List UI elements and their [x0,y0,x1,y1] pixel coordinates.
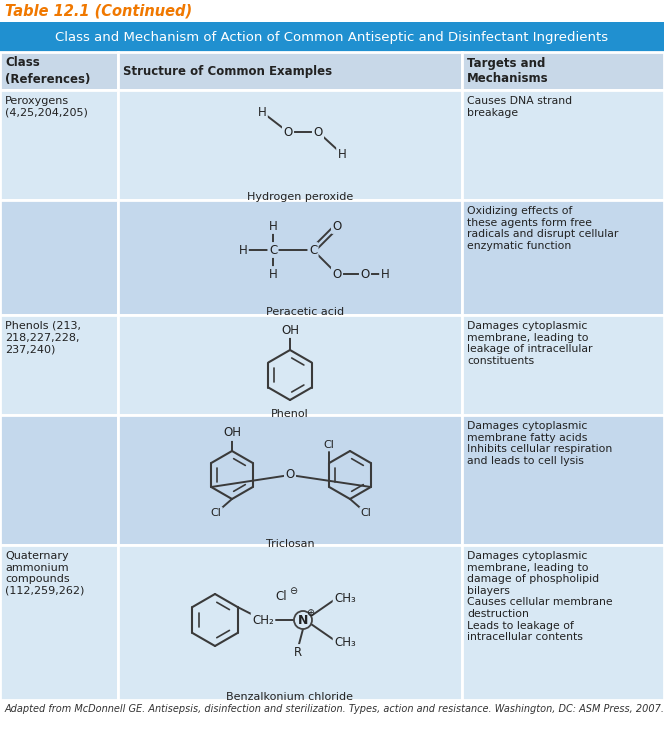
Text: Phenol: Phenol [271,409,309,419]
Text: O: O [313,126,323,139]
Bar [118,315,462,415]
Text: Structure of Common Examples: Structure of Common Examples [123,64,332,77]
Text: Cl: Cl [210,508,221,518]
Text: Class
(References): Class (References) [5,56,90,85]
Bar [0,0,664,22]
Text: Oxidizing effects of
these agents form free
radicals and disrupt cellular
enzyma: Oxidizing effects of these agents form f… [467,206,618,251]
Text: R: R [294,645,302,658]
Text: CH₂: CH₂ [252,613,274,626]
Text: H: H [337,147,347,161]
Bar [462,415,664,545]
Text: Quaternary
ammonium
compounds
(112,259,262): Quaternary ammonium compounds (112,259,2… [5,551,84,596]
Text: O: O [284,126,293,139]
Bar [462,315,664,415]
Bar [0,200,118,315]
Text: C: C [309,244,317,256]
Text: H: H [380,267,389,280]
Text: Benzalkonium chloride: Benzalkonium chloride [226,692,353,702]
Text: ⊕: ⊕ [306,608,314,618]
Bar [462,200,664,315]
Bar [0,315,118,415]
Text: Cl: Cl [361,508,371,518]
Text: Cl: Cl [275,590,287,602]
Text: Table 12.1 (Continued): Table 12.1 (Continued) [5,4,192,18]
Text: Peracetic acid: Peracetic acid [266,307,344,317]
Bar [0,90,118,200]
Text: Damages cytoplasmic
membrane fatty acids
Inhibits cellular respiration
and leads: Damages cytoplasmic membrane fatty acids… [467,421,612,466]
Text: Triclosan: Triclosan [266,539,314,549]
Text: Adapted from McDonnell GE. Antisepsis, disinfection and sterilization. Types, ac: Adapted from McDonnell GE. Antisepsis, d… [5,704,664,714]
Text: Causes DNA strand
breakage: Causes DNA strand breakage [467,96,572,118]
Text: C: C [269,244,277,256]
Text: H: H [258,106,266,118]
Bar [462,52,664,90]
Bar [0,22,664,52]
Text: O: O [333,267,341,280]
Text: OH: OH [281,323,299,337]
Text: Hydrogen peroxide: Hydrogen peroxide [247,192,353,202]
Bar [118,545,462,700]
Bar [462,545,664,700]
Bar [118,200,462,315]
Bar [0,52,118,90]
Bar [0,415,118,545]
Text: N: N [298,613,308,626]
Text: CH₃: CH₃ [334,591,356,604]
Text: O: O [333,220,341,232]
Bar [118,90,462,200]
Text: O: O [286,469,295,482]
Text: H: H [269,220,278,232]
Bar [118,415,462,545]
Text: OH: OH [223,426,241,439]
Text: O: O [361,267,370,280]
Text: Cl: Cl [324,440,335,450]
Bar [0,545,118,700]
Text: Class and Mechanism of Action of Common Antiseptic and Disinfectant Ingredients: Class and Mechanism of Action of Common … [55,31,609,44]
Text: ⊖: ⊖ [289,586,297,596]
Text: Phenols (213,
218,227,228,
237,240): Phenols (213, 218,227,228, 237,240) [5,321,81,354]
Text: Damages cytoplasmic
membrane, leading to
leakage of intracellular
constituents: Damages cytoplasmic membrane, leading to… [467,321,592,366]
Circle shape [294,611,312,629]
Text: Targets and
Mechanisms: Targets and Mechanisms [467,56,548,85]
Bar [118,52,462,90]
Text: Peroxygens
(4,25,204,205): Peroxygens (4,25,204,205) [5,96,88,118]
Text: Damages cytoplasmic
membrane, leading to
damage of phospholipid
bilayers
Causes : Damages cytoplasmic membrane, leading to… [467,551,613,642]
Text: H: H [238,244,248,256]
Bar [462,90,664,200]
Text: H: H [269,267,278,280]
Text: CH₃: CH₃ [334,636,356,648]
